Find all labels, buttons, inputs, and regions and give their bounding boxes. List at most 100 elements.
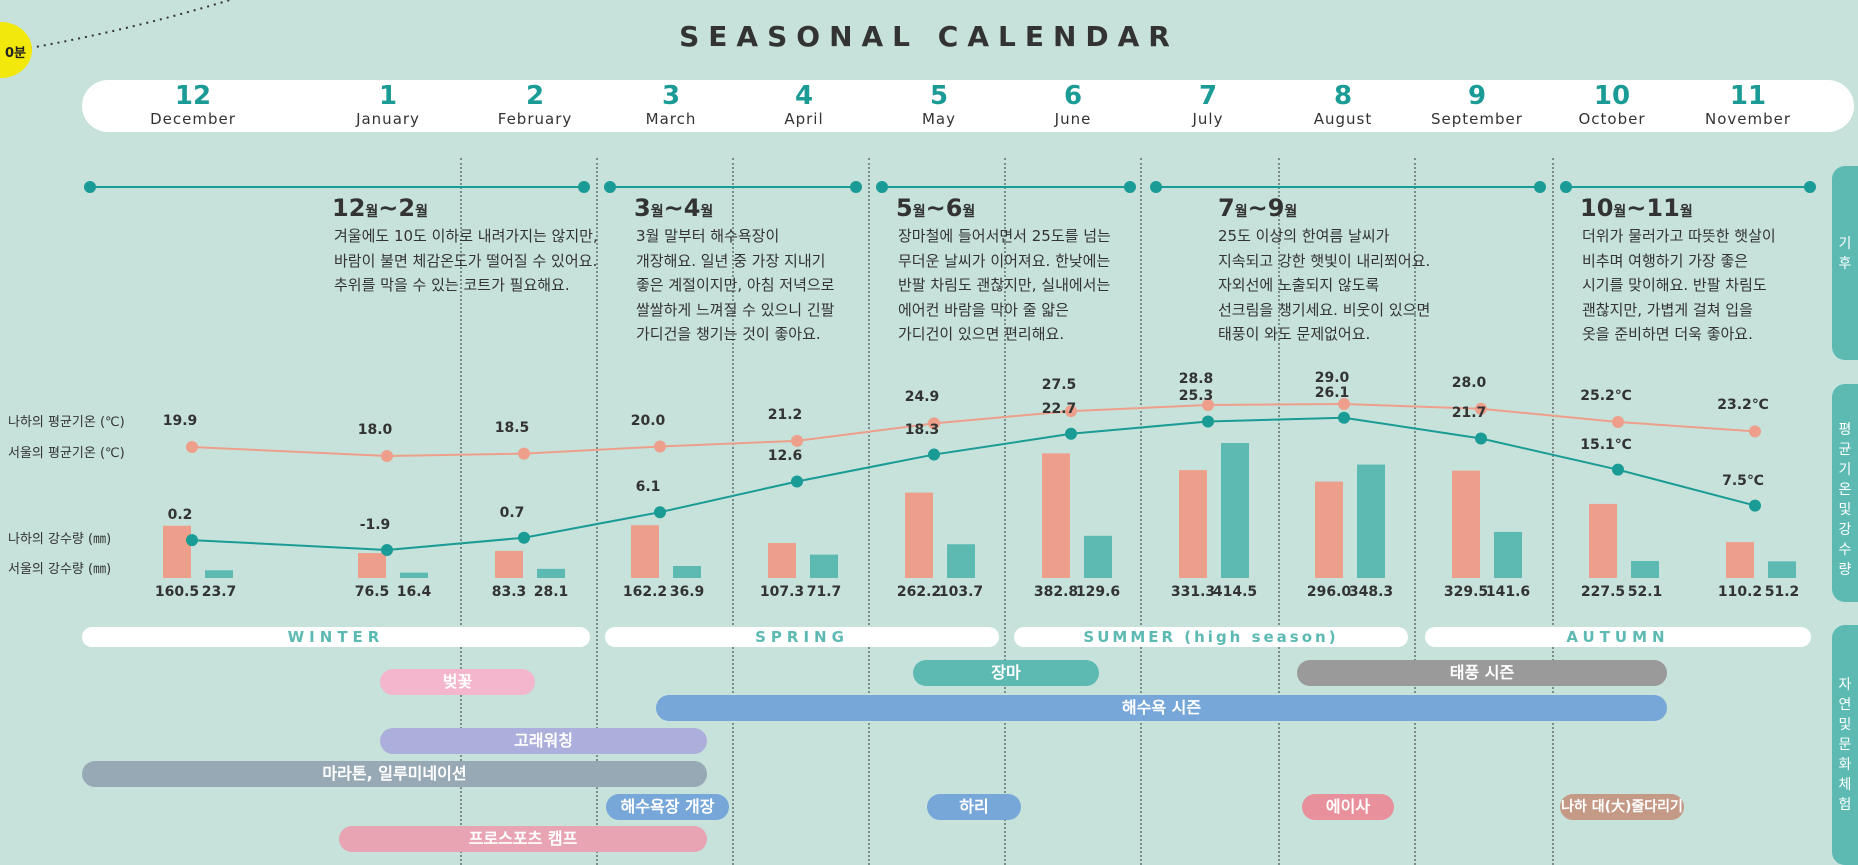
- month-header-bar: [82, 80, 1854, 132]
- month-name: March: [645, 110, 697, 128]
- seoul-temperature-label: 22.7: [1041, 400, 1077, 417]
- grid-line: [732, 158, 734, 865]
- month-name: August: [1313, 110, 1373, 128]
- event-pro-sports-camp: 프로스포츠 캠프: [339, 826, 707, 852]
- month-name: November: [1704, 110, 1792, 128]
- naha-temperature-label: 23.2℃: [1717, 397, 1769, 414]
- month-march: 3 March: [596, 82, 746, 128]
- event-cherry-blossom: 벚꽃: [380, 669, 535, 695]
- naha-rainfall-label: 162.2: [622, 584, 668, 600]
- month-number: 11: [1729, 81, 1767, 111]
- month-name: June: [1054, 110, 1092, 128]
- event-marathon-illumination: 마라톤, 일루미네이션: [82, 761, 707, 787]
- seoul-temperature-label: 0.2: [167, 507, 193, 524]
- naha-temperature-point: [186, 440, 198, 453]
- seoul-temperature-label: 6.1: [635, 479, 661, 496]
- naha-temperature-point: [1475, 402, 1487, 415]
- grid-line: [1552, 158, 1554, 865]
- grid-line: [1278, 158, 1280, 865]
- climate-description: 장마철에 들어서면서 25도를 넘는 무더운 날씨가 이어져요. 한낮에는 반팔…: [898, 227, 1111, 343]
- naha-rainfall-bar: [1726, 542, 1754, 578]
- naha-temperature-label: 27.5: [1041, 377, 1077, 394]
- seoul-rainfall-bar: [537, 568, 565, 578]
- seoul-temperature-point: [1202, 415, 1214, 428]
- period-dot: [1804, 181, 1816, 193]
- naha-rainfall-label: 227.5: [1580, 584, 1626, 600]
- naha-rainfall-bar: [1452, 470, 1480, 578]
- side-tab-char: 및: [1838, 502, 1852, 518]
- month-name: October: [1578, 110, 1646, 128]
- seoul-rainfall-label: 141.6: [1485, 584, 1531, 600]
- naha-rainfall-label: 382.8: [1033, 584, 1079, 600]
- naha-rainfall-label: 76.5: [354, 584, 390, 600]
- grid-line: [1414, 158, 1416, 865]
- climate-description: 3월 말부터 해수욕장이 개장해요. 일년 중 가장 지내기 좋은 계절이지만,…: [636, 227, 835, 343]
- period-dot: [1534, 181, 1546, 193]
- period-dot: [876, 181, 888, 193]
- month-august: 8 August: [1268, 82, 1418, 128]
- seoul-temperature-point: [1065, 427, 1077, 440]
- naha-rainfall-bar: [163, 525, 191, 578]
- climate-description: 겨울에도 10도 이하로 내려가지는 않지만, 바람이 불면 체감온도가 떨어질…: [334, 227, 598, 294]
- month-february: 2 February: [460, 82, 610, 128]
- seoul-rainfall-label: 103.7: [938, 584, 984, 600]
- naha-rainfall-bar: [1589, 503, 1617, 578]
- naha-temperature-point: [928, 417, 940, 430]
- side-tab-char: 문: [1838, 737, 1852, 753]
- period-dot: [84, 181, 96, 193]
- naha-temperature-point: [381, 449, 393, 462]
- month-september: 9 September: [1402, 82, 1552, 128]
- month-name: December: [150, 110, 236, 128]
- month-number: 1: [378, 81, 398, 111]
- month-name: January: [356, 110, 420, 128]
- period-line-early-summer: [882, 186, 1130, 188]
- seoul-temperature-point: [1749, 499, 1761, 512]
- side-tab-char: 체: [1838, 777, 1852, 793]
- side-tab-char: 연: [1838, 697, 1852, 713]
- event-naha-tug-of-war: 나하 대(大)줄다리기: [1560, 794, 1684, 820]
- month-number: 10: [1593, 81, 1631, 111]
- seoul-temperature-point: [1612, 463, 1624, 476]
- seoul-temperature-point: [1475, 432, 1487, 445]
- seoul-temperature-point: [654, 506, 666, 519]
- naha-rainfall-bar: [358, 553, 386, 578]
- grid-line: [1140, 158, 1142, 865]
- seoul-rainfall-label: 28.1: [533, 584, 569, 600]
- season-winter: WINTER: [82, 627, 590, 647]
- grid-line: [868, 158, 870, 865]
- month-number: 7: [1198, 81, 1218, 111]
- period-end-month: 4: [683, 194, 701, 222]
- side-tab-char: 온: [1838, 482, 1852, 498]
- side-tab-char: 후: [1838, 256, 1852, 272]
- climate-description: 더위가 물러가고 따뜻한 햇살이 비추며 여행하기 가장 좋은 시기를 맞이해요…: [1582, 227, 1776, 343]
- grid-line: [460, 158, 462, 865]
- side-tab-char: 균: [1838, 442, 1852, 458]
- naha-temperature-point: [791, 434, 803, 447]
- month-unit: 월: [1613, 204, 1627, 220]
- month-number: 5: [929, 81, 949, 111]
- period-start-month: 7: [1218, 194, 1235, 222]
- naha-rainfall-bar: [1179, 470, 1207, 578]
- naha-rainfall-label: 329.5: [1443, 584, 1489, 600]
- month-name: May: [921, 110, 956, 128]
- naha-temperature-label: 20.0: [630, 412, 666, 429]
- period-line-summer: [1156, 186, 1540, 188]
- naha-rainfall-label: 160.5: [154, 584, 200, 600]
- seoul-rainfall-label: 52.1: [1627, 584, 1663, 600]
- month-name: February: [497, 110, 573, 128]
- climate-period-heading: 3월~4월: [634, 194, 714, 222]
- month-name: September: [1431, 110, 1523, 128]
- seoul-temperature-point: [928, 448, 940, 461]
- event-rainy-season: 장마: [913, 660, 1099, 686]
- period-dot: [604, 181, 616, 193]
- event-beach-season: 해수욕 시즌: [656, 695, 1667, 721]
- naha-temperature-point: [1749, 425, 1761, 438]
- seoul-rainfall-bar: [673, 565, 701, 578]
- period-end-month: 2: [398, 194, 416, 222]
- grid-line: [596, 158, 598, 865]
- season-spring: SPRING: [605, 627, 999, 647]
- naha-temperature-point: [1202, 398, 1214, 411]
- period-line-autumn: [1566, 186, 1810, 188]
- naha-rainfall-label: 262.2: [896, 584, 942, 600]
